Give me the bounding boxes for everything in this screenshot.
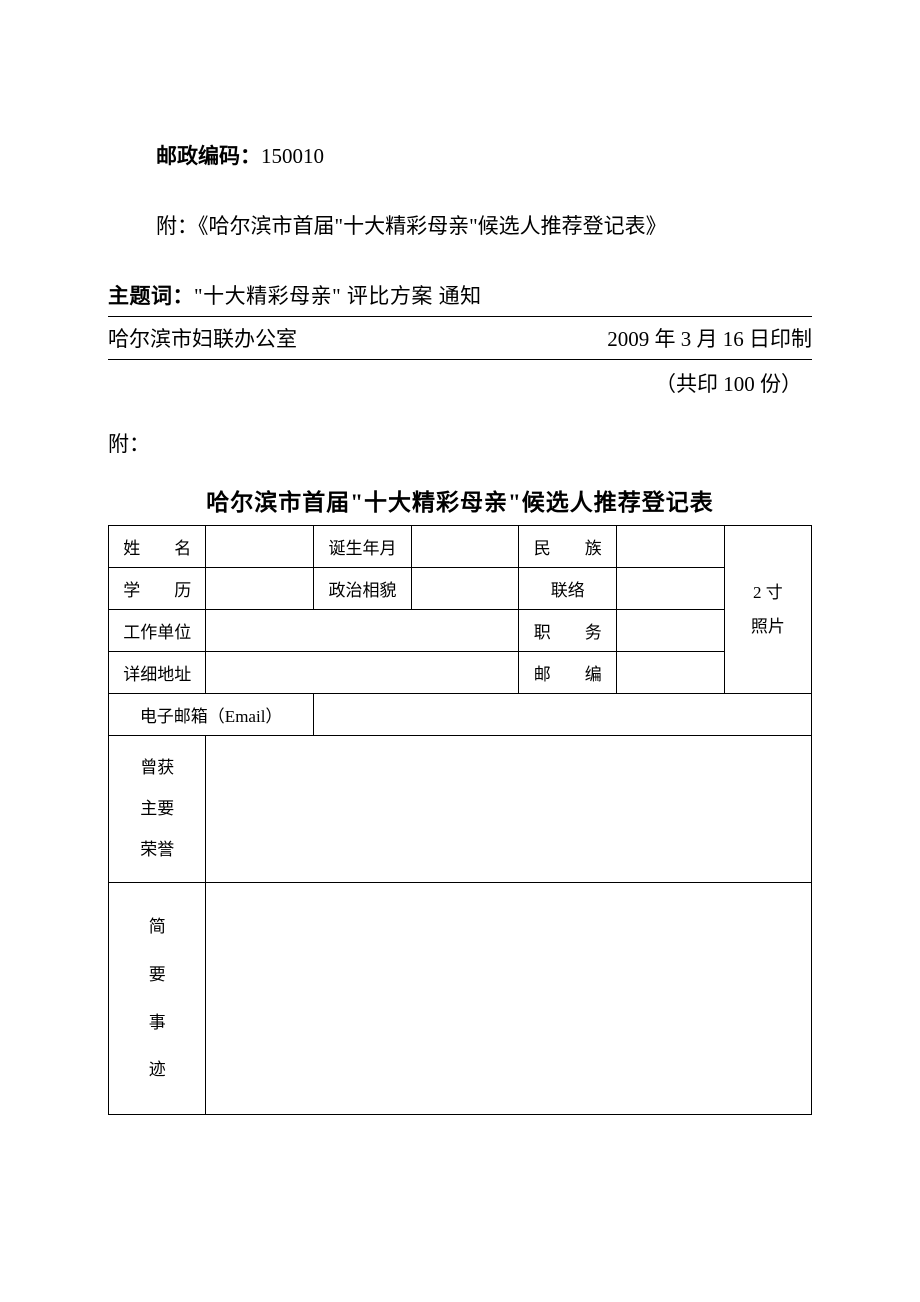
field-honors bbox=[206, 736, 812, 883]
table-row: 学 历 政治相貌 联络 bbox=[109, 568, 812, 610]
label-address: 详细地址 bbox=[109, 652, 206, 694]
field-birth bbox=[411, 526, 519, 568]
label-political: 政治相貌 bbox=[314, 568, 411, 610]
subject-label: 主题词： bbox=[108, 284, 194, 308]
table-row: 电子邮箱（Email） bbox=[109, 694, 812, 736]
label-birth: 诞生年月 bbox=[314, 526, 411, 568]
field-address bbox=[206, 652, 519, 694]
table-row: 姓 名 诞生年月 民 族 2 寸照片 bbox=[109, 526, 812, 568]
label-ethnic: 民 族 bbox=[519, 526, 616, 568]
label-honors: 曾获主要荣誉 bbox=[109, 736, 206, 883]
table-row: 详细地址 邮 编 bbox=[109, 652, 812, 694]
print-date: 2009 年 3 月 16 日印制 bbox=[607, 323, 812, 353]
attachment-reference-line: 附：《哈尔滨市首届"十大精彩母亲"候选人推荐登记表》 bbox=[108, 210, 812, 240]
table-row: 简要事迹 bbox=[109, 883, 812, 1114]
field-ethnic bbox=[616, 526, 724, 568]
field-position bbox=[616, 610, 724, 652]
office-print-line: 哈尔滨市妇联办公室 2009 年 3 月 16 日印制 bbox=[108, 323, 812, 360]
document-page: 邮政编码：150010 附：《哈尔滨市首届"十大精彩母亲"候选人推荐登记表》 主… bbox=[0, 0, 920, 1215]
subject-line: 主题词："十大精彩母亲" 评比方案 通知 bbox=[108, 280, 812, 317]
postal-code-value: 150010 bbox=[261, 144, 324, 168]
table-row: 工作单位 职 务 bbox=[109, 610, 812, 652]
photo-cell: 2 寸照片 bbox=[724, 526, 811, 694]
label-deeds: 简要事迹 bbox=[109, 883, 206, 1114]
label-position: 职 务 bbox=[519, 610, 616, 652]
label-education: 学 历 bbox=[109, 568, 206, 610]
field-name bbox=[206, 526, 314, 568]
office-name: 哈尔滨市妇联办公室 bbox=[108, 323, 297, 353]
label-name: 姓 名 bbox=[109, 526, 206, 568]
field-education bbox=[206, 568, 314, 610]
label-email: 电子邮箱（Email） bbox=[109, 694, 314, 736]
subject-content: "十大精彩母亲" 评比方案 通知 bbox=[194, 284, 482, 308]
registration-form-table: 姓 名 诞生年月 民 族 2 寸照片 学 历 政治相貌 联络 工作单位 职 务 … bbox=[108, 525, 812, 1115]
field-workunit bbox=[206, 610, 519, 652]
field-contact bbox=[616, 568, 724, 610]
field-postcode bbox=[616, 652, 724, 694]
postal-label: 邮政编码： bbox=[156, 144, 261, 168]
label-postcode: 邮 编 bbox=[519, 652, 616, 694]
attach-label: 附： bbox=[108, 428, 812, 458]
label-contact: 联络 bbox=[519, 568, 616, 610]
photo-label: 2 寸照片 bbox=[751, 583, 785, 636]
field-deeds bbox=[206, 883, 812, 1114]
form-title: 哈尔滨市首届"十大精彩母亲"候选人推荐登记表 bbox=[108, 483, 812, 517]
label-workunit: 工作单位 bbox=[109, 610, 206, 652]
field-political bbox=[411, 568, 519, 610]
copies-line: （共印 100 份） bbox=[108, 368, 812, 398]
table-row: 曾获主要荣誉 bbox=[109, 736, 812, 883]
postal-code-line: 邮政编码：150010 bbox=[108, 140, 812, 170]
field-email bbox=[314, 694, 812, 736]
